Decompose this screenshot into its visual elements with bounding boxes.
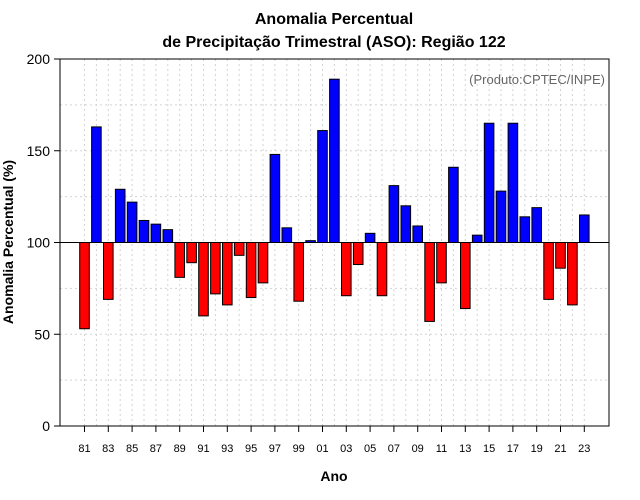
x-tick-label: 03 (340, 443, 352, 455)
bar-1999 (293, 242, 304, 302)
bar-1995 (245, 242, 257, 299)
x-tick-label: 17 (507, 443, 519, 455)
x-tick-label: 23 (578, 443, 590, 455)
bar-2003 (341, 242, 352, 297)
bar-2004 (352, 242, 364, 266)
y-tick-label: 100 (27, 235, 51, 251)
bar-1989 (174, 242, 185, 278)
bar-1986 (138, 219, 150, 243)
x-tick-label: 99 (293, 443, 305, 455)
bar-2005 (364, 232, 376, 244)
x-tick-label: 83 (102, 443, 114, 455)
y-tick-label: 200 (27, 51, 51, 67)
bar-1998 (281, 227, 293, 244)
bar-2022 (567, 242, 578, 306)
bar-2009 (412, 225, 423, 243)
bar-2018 (519, 216, 531, 243)
bar-2007 (388, 185, 400, 243)
x-tick-label: 97 (269, 443, 281, 455)
x-tick-label: 19 (531, 443, 543, 455)
bar-2012 (448, 166, 459, 243)
x-tick-label: 95 (245, 443, 257, 455)
x-tick-label: 87 (150, 443, 162, 455)
bar-1982 (91, 126, 102, 243)
bar-1992 (210, 242, 221, 295)
chart-title-line1: Anomalia Percentual (255, 11, 413, 28)
bar-1987 (150, 223, 162, 243)
chart-title-line2: de Precipitação Trimestral (ASO): Região… (162, 34, 505, 51)
y-tick-label: 50 (34, 326, 50, 342)
bar-2016 (495, 190, 507, 243)
x-tick-label: 05 (364, 443, 376, 455)
bar-2015 (483, 122, 495, 243)
bar-1993 (222, 242, 233, 306)
x-tick-label: 89 (174, 443, 186, 455)
bar-2001 (317, 130, 328, 243)
bar-1996 (257, 242, 269, 284)
bar-1997 (269, 153, 281, 243)
bar-2013 (460, 242, 471, 310)
bar-2014 (471, 234, 483, 244)
x-tick-label: 91 (197, 443, 209, 455)
bar-1983 (103, 242, 114, 300)
x-tick-label: 93 (221, 443, 233, 455)
x-tick-label: 81 (78, 443, 90, 455)
x-tick-label: 01 (316, 443, 328, 455)
bar-1984 (114, 188, 126, 243)
bar-1990 (186, 242, 197, 264)
x-axis: 81 83 85 87 89 91 93 95 97 99 01 03 05 07 09 11 13 15 17 19… (78, 426, 590, 455)
bar-1988 (162, 229, 174, 244)
bar-2023 (579, 214, 590, 243)
bar-2011 (436, 242, 447, 284)
y-axis: 0 50 100 150 200 (27, 51, 60, 434)
x-axis-label: Ano (320, 468, 347, 484)
bar-1985 (126, 201, 138, 244)
bar-1994 (233, 242, 245, 256)
x-tick-label: 15 (483, 443, 495, 455)
x-tick-label: 09 (412, 443, 424, 455)
bar-2002 (329, 78, 340, 243)
y-tick-label: 150 (27, 143, 51, 159)
grid (60, 58, 609, 427)
bar-2019 (531, 207, 543, 243)
bar-2020 (543, 242, 554, 300)
bar-2006 (376, 242, 388, 297)
x-tick-label: 11 (436, 443, 447, 455)
bar-1981 (79, 242, 90, 330)
bar-1991 (198, 242, 209, 317)
x-tick-label: 07 (388, 443, 400, 455)
bar-2010 (424, 242, 435, 322)
bar-2008 (400, 205, 412, 244)
x-tick-label: 21 (554, 443, 566, 455)
bar-2017 (507, 122, 519, 243)
x-tick-label: 85 (126, 443, 138, 455)
bar-2021 (555, 242, 566, 269)
bars (79, 78, 590, 330)
x-tick-label: 13 (459, 443, 471, 455)
y-axis-label: Anomalia Percentual (%) (0, 160, 16, 324)
y-tick-label: 0 (42, 418, 50, 434)
credit-label: (Produto:CPTEC/INPE) (469, 72, 605, 87)
